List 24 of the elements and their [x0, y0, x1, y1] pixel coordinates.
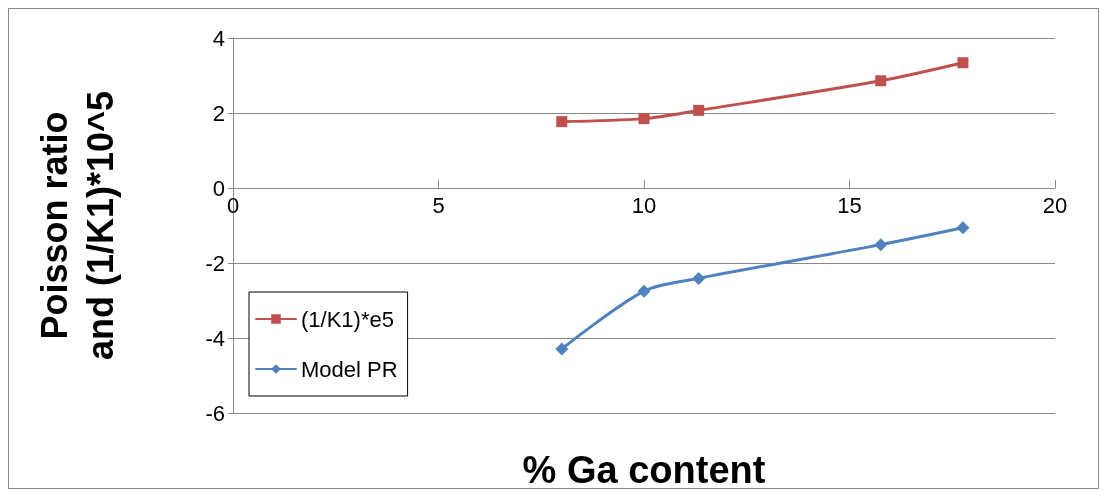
legend-label: Model PR	[301, 356, 398, 382]
point	[638, 113, 650, 125]
point	[875, 75, 887, 87]
point	[874, 238, 888, 252]
y-tick-label: -6	[205, 400, 225, 426]
x-axis-title: % Ga content	[522, 449, 766, 491]
x-tick-label: 20	[1042, 192, 1068, 218]
y-tick-label: -2	[205, 250, 225, 276]
point	[957, 57, 969, 69]
y-axis-title: Poisson ratio and (1/K1)*10^5	[33, 90, 121, 361]
y-tick-label: 2	[212, 100, 225, 126]
x-tick-label: 10	[631, 192, 657, 218]
x-tick-label: 15	[837, 192, 862, 218]
point	[637, 284, 651, 298]
y-tick-label: 4	[212, 25, 225, 51]
point	[693, 104, 705, 116]
point	[555, 342, 569, 356]
point	[556, 116, 568, 128]
x-tick-label: 5	[432, 192, 445, 218]
point	[692, 271, 706, 285]
point	[956, 221, 970, 235]
y-tick-label: -4	[205, 325, 225, 351]
y-tick-label: 0	[212, 175, 225, 201]
legend-label: (1/K1)*e5	[301, 306, 394, 332]
